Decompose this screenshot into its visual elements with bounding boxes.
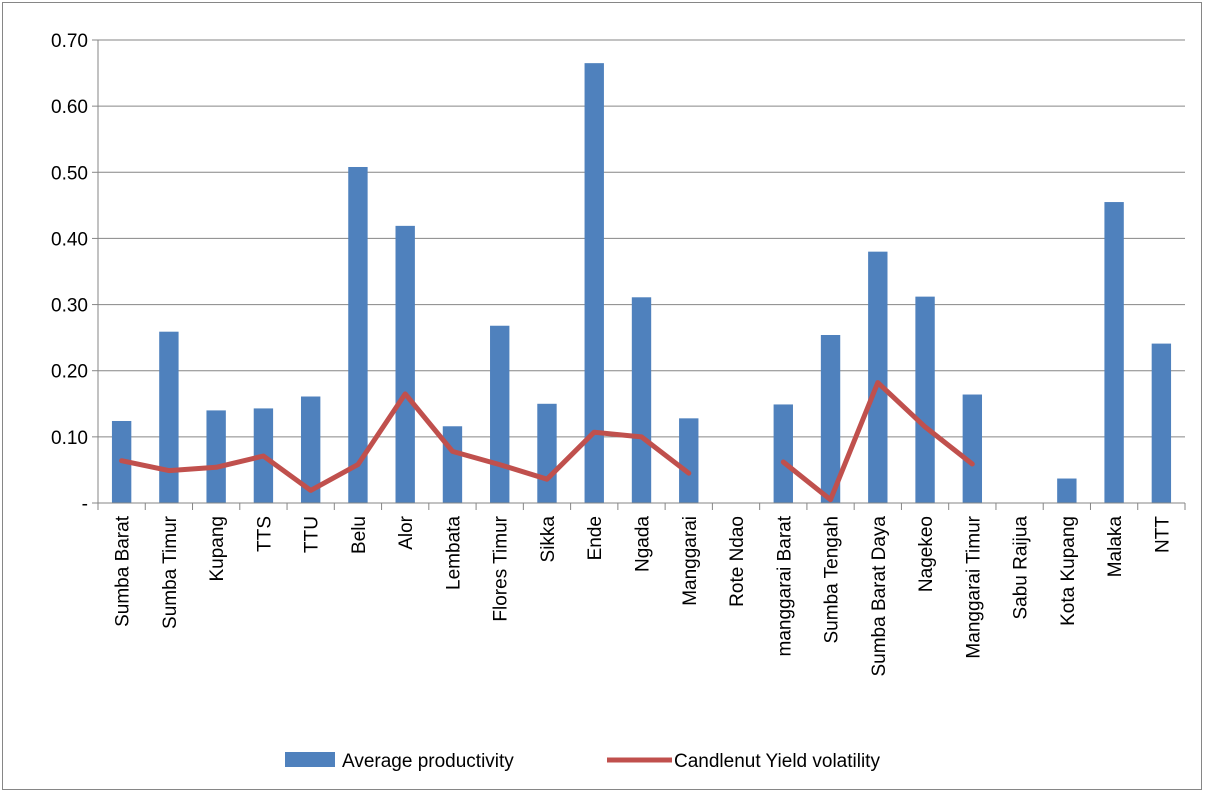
x-tick-label: TTS [254, 516, 275, 552]
x-tick-label: Sikka [538, 516, 559, 563]
bar [868, 251, 888, 503]
y-tick-label: - [82, 494, 88, 515]
x-tick-label: Belu [349, 516, 370, 554]
y-tick-label: 0.30 [51, 296, 88, 317]
bar [348, 166, 368, 503]
bar [1151, 343, 1172, 503]
x-axis: Sumba Barat Sumba Timur Kupang TTS TTU Belu Al… [97, 502, 1186, 677]
x-tick-label: Rote Ndao [727, 516, 748, 607]
bar-series [111, 63, 1172, 504]
x-tick-label: Kupang [207, 516, 228, 582]
bar [300, 396, 321, 503]
bar [773, 404, 793, 503]
x-tick-label: Flores Timur [491, 515, 512, 621]
line-segment [119, 391, 692, 493]
y-tick-label: 0.40 [51, 229, 88, 250]
x-tick-label: Malaka [1105, 516, 1126, 578]
x-tick-label: Sumba Tengah [822, 516, 843, 643]
bar [442, 426, 463, 503]
bar [537, 403, 557, 503]
legend-label-line: Candlenut Yield volatility [674, 751, 880, 772]
bar [584, 63, 604, 504]
x-tick-label: Kota Kupang [1058, 516, 1079, 626]
x-tick-label: Ende [585, 516, 606, 560]
y-tick-label: 0.60 [51, 97, 88, 118]
bar [679, 418, 699, 503]
bar [1104, 202, 1124, 504]
x-tick-label: Sumba Timur [160, 515, 181, 629]
line-segment [780, 380, 975, 503]
x-tick-label: Sabu Raijua [1011, 516, 1032, 620]
bar [395, 225, 415, 503]
x-tick-label: TTU [302, 516, 323, 553]
x-tick-label: Manggarai [680, 516, 701, 606]
bar [206, 410, 226, 503]
gridlines [98, 39, 1185, 438]
y-axis: - 0.10 0.20 0.30 0.40 0.50 0.60 0.70 [51, 31, 99, 515]
legend-swatch-bar [285, 752, 335, 767]
y-tick-label: 0.10 [51, 428, 88, 449]
bar [820, 334, 841, 503]
x-tick-label: Manggarai Timur [963, 515, 984, 658]
x-tick-label: Sumba Barat Daya [869, 516, 890, 677]
bar [962, 394, 983, 503]
bar [631, 297, 652, 503]
bar [159, 331, 179, 503]
x-tick-label: Sumba Barat [113, 515, 134, 627]
x-tick-label: Nagekeo [916, 516, 937, 592]
legend: Average productivity Candlenut Yield vol… [285, 751, 880, 772]
y-tick-label: 0.50 [51, 163, 88, 184]
x-tick-label: Ngada [633, 516, 654, 572]
legend-label-bar: Average productivity [342, 751, 514, 772]
y-tick-label: 0.70 [51, 31, 88, 52]
bar [490, 325, 510, 503]
y-tick-label: 0.20 [51, 362, 88, 383]
x-tick-label: NTT [1152, 516, 1173, 553]
x-tick-label: Lembata [443, 516, 464, 590]
x-tick-label: manggarai Barat [774, 515, 795, 656]
line-series [119, 380, 975, 503]
x-tick-label: Alor [396, 515, 417, 549]
bar [1057, 478, 1077, 503]
bar [915, 296, 935, 503]
